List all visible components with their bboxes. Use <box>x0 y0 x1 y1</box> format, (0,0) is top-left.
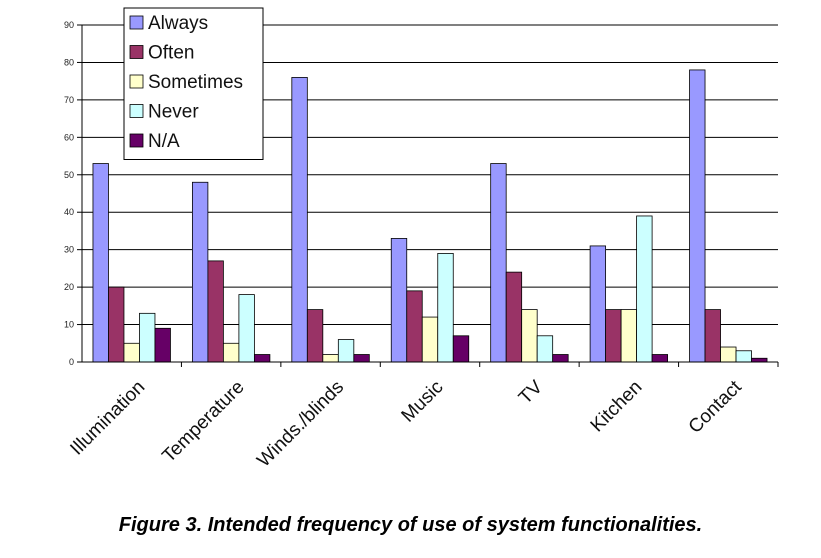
legend-label: Often <box>148 43 194 64</box>
y-tick-label: 40 <box>64 207 74 217</box>
bar-always-illumination <box>92 163 109 363</box>
bar-often-kitchen <box>605 309 622 363</box>
bar-sometimes-contact <box>720 346 737 363</box>
bar-always-winds-blinds <box>291 77 308 363</box>
category-label: Kitchen <box>587 377 647 437</box>
legend-label: Never <box>148 102 199 123</box>
bar-always-contact <box>689 69 706 363</box>
bar-sometimes-illumination <box>123 342 140 363</box>
legend-label: Always <box>148 13 208 34</box>
legend-box <box>123 7 264 160</box>
y-tick-labels: 0 10 20 30 40 50 60 70 80 90 <box>64 20 74 367</box>
y-tick-label: 50 <box>64 170 74 180</box>
legend-label: Sometimes <box>148 72 243 93</box>
category-label: Winds./blinds <box>253 377 348 472</box>
legend: Always Often Sometimes Never N/A <box>123 7 264 160</box>
bar-always-music <box>390 238 408 363</box>
y-tick-label: 10 <box>64 320 74 330</box>
legend-swatch <box>129 74 144 89</box>
bars <box>92 69 768 363</box>
legend-swatch <box>129 15 144 30</box>
bar-always-tv <box>490 163 507 363</box>
bar-n-a-kitchen <box>651 354 669 363</box>
bar-n-a-winds-blinds <box>353 354 370 363</box>
category-labels: Illumination Temperature Winds./blinds Musi… <box>66 376 746 471</box>
bar-often-illumination <box>108 286 125 363</box>
bar-n-a-tv <box>552 354 569 363</box>
bar-often-music <box>406 290 423 363</box>
bar-never-kitchen <box>636 215 653 363</box>
legend-swatch <box>129 45 144 59</box>
y-tick-label: 30 <box>64 245 74 255</box>
bar-sometimes-temperature <box>222 342 240 363</box>
bar-always-temperature <box>191 181 209 363</box>
bar-n-a-contact <box>751 357 768 363</box>
bar-n-a-music <box>452 335 470 363</box>
bar-often-contact <box>704 309 721 363</box>
y-tick-label: 90 <box>64 20 74 30</box>
category-label: Music <box>398 377 448 427</box>
y-tick-label: 60 <box>64 132 74 142</box>
bar-never-music <box>437 253 454 363</box>
legend-label: N/A <box>148 131 180 152</box>
category-label: Contact <box>685 376 747 438</box>
bar-sometimes-winds-blinds <box>322 354 339 363</box>
category-label: Illumination <box>66 377 149 460</box>
category-label: TV <box>515 376 547 408</box>
bar-n-a-illumination <box>154 327 171 363</box>
bar-sometimes-tv <box>521 309 538 363</box>
bar-sometimes-music <box>421 316 439 363</box>
y-tick-label: 0 <box>69 357 74 367</box>
legend-swatch <box>129 133 144 148</box>
bar-always-kitchen <box>589 245 607 363</box>
axes <box>77 24 779 367</box>
bar-never-winds-blinds <box>337 339 355 363</box>
bar-often-winds-blinds <box>306 309 324 363</box>
bar-never-contact <box>735 350 752 363</box>
category-label: Temperature <box>158 377 248 467</box>
y-tick-label: 70 <box>64 95 74 105</box>
legend-swatch <box>129 104 144 118</box>
bar-n-a-temperature <box>253 354 271 363</box>
bar-often-temperature <box>207 260 224 363</box>
chart: 0 10 20 30 40 50 60 70 80 90 Illumination Temperat… <box>64 7 779 471</box>
bar-never-illumination <box>139 312 156 363</box>
y-tick-label: 20 <box>64 282 74 292</box>
figure-caption: Figure 3. Intended frequency of use of s… <box>118 514 703 536</box>
bar-often-tv <box>505 271 523 363</box>
bar-sometimes-kitchen <box>620 309 638 363</box>
bar-chart: 0 10 20 30 40 50 60 70 80 90 Illumination Temperat… <box>64 7 779 471</box>
y-tick-label: 80 <box>64 57 74 67</box>
bar-never-tv <box>536 335 554 363</box>
bar-never-temperature <box>238 294 255 363</box>
